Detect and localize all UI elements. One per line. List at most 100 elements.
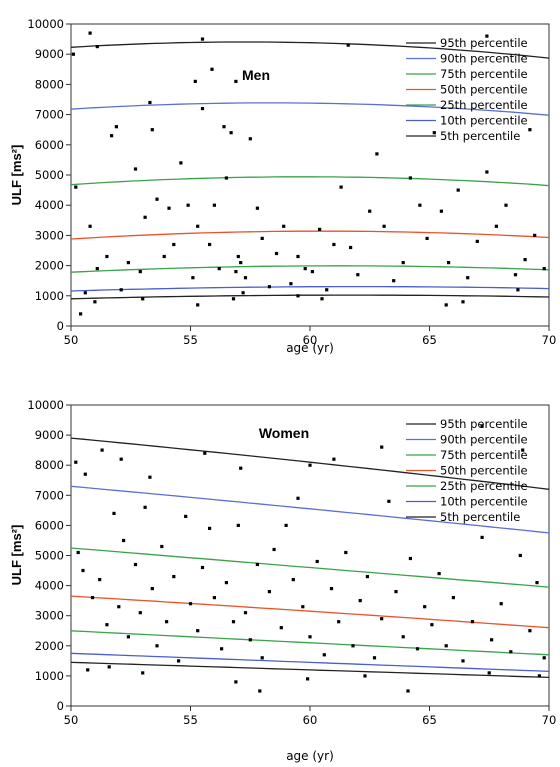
data-point [208,526,212,530]
x-axis-title: age (yr) [286,341,334,355]
y-tick-label: 0 [57,319,64,333]
y-tick-label: 4000 [35,579,64,593]
data-point [301,605,305,609]
data-point [485,170,489,174]
data-point [83,291,87,295]
data-point [351,644,355,648]
data-point [200,107,205,111]
data-point [243,276,248,280]
data-point [126,635,130,639]
data-point [224,581,228,585]
data-point [148,475,152,479]
y-tick-label: 9000 [35,428,64,442]
data-point [220,647,224,651]
data-point [318,227,322,231]
data-point [138,611,142,615]
data-point [394,590,398,594]
axis-ticks: 0 1000 2000 3000 4000 5000 6000 7000 8000 9000 100… [27,398,556,727]
data-point [90,596,95,600]
data-points [71,31,546,316]
data-point [88,224,92,228]
data-point [255,562,259,567]
data-point [430,623,434,627]
data-point [231,297,236,301]
data-point [160,544,164,549]
y-axis-title: ULF [ms²] [9,145,24,206]
data-point [325,288,329,292]
x-tick-label: 60 [303,713,318,727]
data-point [432,131,436,135]
data-point [98,578,102,582]
data-point [418,203,422,207]
y-tick-label: 2000 [35,639,64,653]
x-tick-label: 55 [183,713,198,727]
legend-label: 75th percentile [440,448,528,462]
data-points [74,424,546,693]
percentile-line [70,176,550,187]
data-point [521,448,525,452]
data-point [105,254,109,259]
data-point [368,209,372,213]
panel-title: Women [259,425,309,441]
legend-label: 95th percentile [440,417,528,431]
x-tick-label: 70 [542,333,557,347]
data-point [518,553,522,558]
data-point [236,254,240,259]
axis-ticks: 0 1000 2000 3000 4000 5000 6000 7000 8000 9000 100… [27,17,556,347]
percentile-line [70,230,550,240]
data-point [439,209,443,213]
data-point [148,100,152,105]
data-point [296,496,300,500]
data-point [155,644,159,648]
data-point [444,303,448,307]
data-point [284,523,288,527]
data-point [71,52,75,56]
data-point [470,620,475,624]
percentile-line [70,294,550,300]
data-point [141,297,145,301]
data-point [100,448,104,452]
data-point [387,499,391,503]
data-point [255,206,259,210]
data-point [133,562,138,567]
percentile-line [70,595,550,629]
data-point [306,677,310,681]
data-point [444,644,448,648]
data-point [320,297,324,301]
data-point [315,559,319,564]
percentile-line [70,547,550,588]
data-point [533,233,537,237]
legend-label: 90th percentile [440,433,528,447]
data-point [260,236,264,240]
x-tick-label: 50 [64,333,79,347]
data-point [272,547,276,552]
data-point [172,575,176,579]
data-point [81,568,85,573]
data-point [179,161,183,165]
data-point [117,605,121,609]
y-tick-label: 10000 [27,17,64,31]
data-point [289,282,293,286]
data-point [93,300,97,304]
data-point [401,635,405,639]
percentile-line [70,102,550,116]
data-point [415,647,420,651]
percentile-line [70,41,550,59]
data-point [107,665,111,669]
legend-label: 25th percentile [440,479,528,493]
data-point [447,261,451,265]
data-point [296,254,300,259]
data-point [184,514,188,518]
data-point [337,620,341,624]
data-point [322,653,326,657]
percentile-curves [70,41,550,300]
data-point [423,605,427,609]
data-point [243,611,248,615]
data-point [267,285,271,289]
percentile-curves [70,437,550,679]
data-point [248,638,252,642]
data-point [408,556,412,561]
y-tick-label: 2000 [35,259,64,273]
y-tick-label: 10000 [27,398,64,412]
data-point [279,626,283,630]
